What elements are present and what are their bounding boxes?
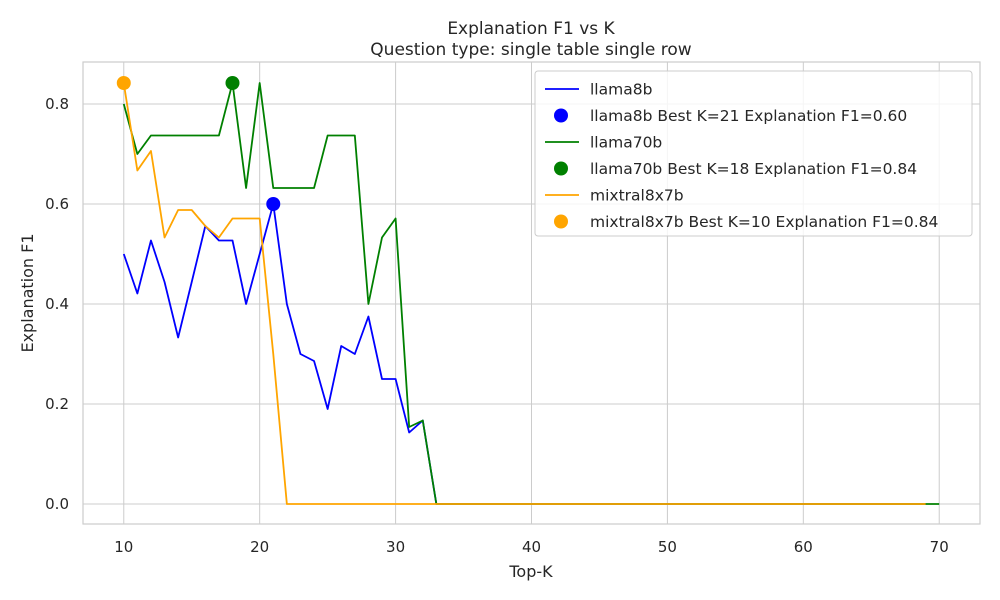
legend-marker-swatch bbox=[554, 161, 568, 176]
chart-title: Explanation F1 vs K bbox=[447, 19, 615, 39]
series-line-llama8b bbox=[122, 203, 926, 505]
y-tick-label: 0.0 bbox=[45, 495, 69, 513]
best-point-marker bbox=[116, 76, 131, 90]
plot-frame bbox=[82, 61, 981, 525]
best-point-marker bbox=[225, 76, 240, 90]
legend-marker-swatch bbox=[554, 108, 568, 123]
legend-label: llama8b bbox=[590, 81, 652, 99]
legend-label: mixtral8x7b bbox=[590, 187, 684, 205]
legend-box bbox=[534, 70, 973, 237]
x-tick-label: 40 bbox=[522, 538, 541, 556]
best-points-layer bbox=[116, 76, 281, 211]
series-line-mixtral8x7b bbox=[122, 82, 926, 505]
legend-label: mixtral8x7b Best K=10 Explanation F1=0.8… bbox=[590, 213, 938, 231]
best-point-marker bbox=[266, 197, 281, 211]
y-tick-label: 0.2 bbox=[45, 395, 69, 413]
legend-marker-swatch bbox=[554, 214, 568, 229]
x-tick-label: 30 bbox=[386, 538, 405, 556]
y-axis-ticks: 0.0 0.2 0.4 0.6 0.8 bbox=[45, 95, 69, 513]
x-tick-label: 10 bbox=[114, 538, 133, 556]
y-axis-label: Explanation F1 bbox=[18, 233, 37, 352]
x-tick-label: 60 bbox=[794, 538, 813, 556]
y-tick-label: 0.8 bbox=[45, 95, 69, 113]
legend-items: llama8b llama8b Best K=21 Explanation F1=… bbox=[545, 81, 938, 231]
series-layer bbox=[122, 82, 940, 505]
legend-label: llama70b Best K=18 Explanation F1=0.84 bbox=[590, 160, 917, 178]
x-tick-label: 70 bbox=[930, 538, 949, 556]
x-axis-ticks: 10 20 30 40 50 60 70 bbox=[114, 538, 949, 556]
y-tick-label: 0.6 bbox=[45, 195, 69, 213]
x-axis-label: Top-K bbox=[508, 562, 553, 581]
x-tick-label: 20 bbox=[250, 538, 269, 556]
x-tick-label: 50 bbox=[658, 538, 677, 556]
legend: llama8b llama8b Best K=21 Explanation F1=… bbox=[534, 70, 973, 237]
y-tick-label: 0.4 bbox=[45, 295, 69, 313]
legend-label: llama8b Best K=21 Explanation F1=0.60 bbox=[590, 107, 907, 125]
chart-subtitle: Question type: single table single row bbox=[370, 40, 691, 60]
legend-label: llama70b bbox=[590, 134, 662, 152]
